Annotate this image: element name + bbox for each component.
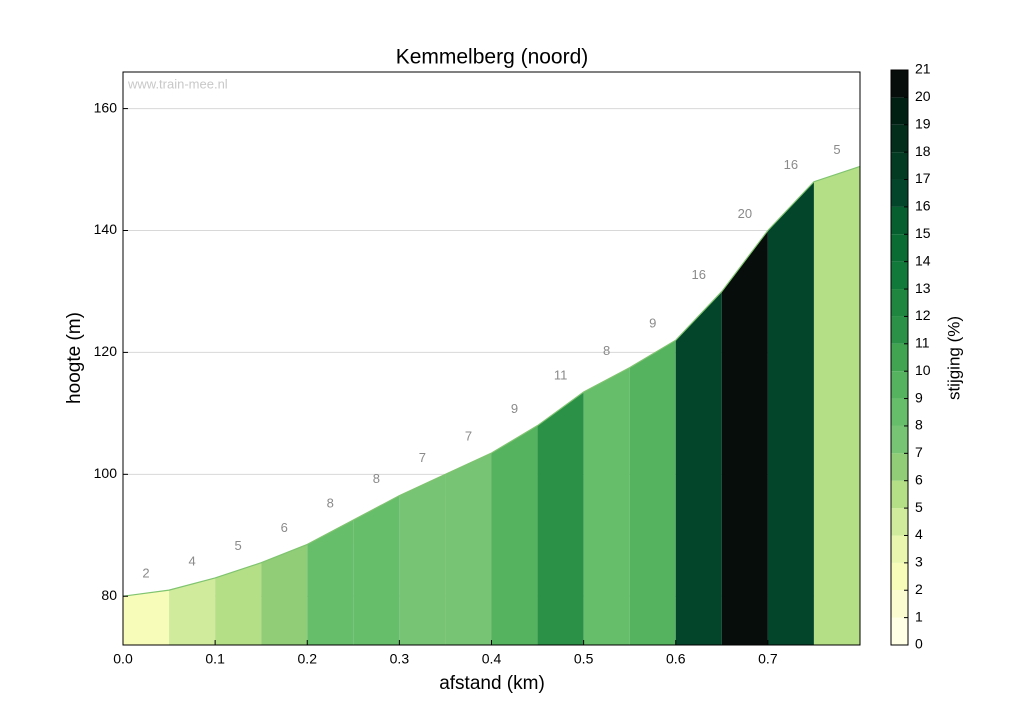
colorbar-band <box>891 453 908 481</box>
x-tick-label: 0.6 <box>666 651 686 667</box>
y-tick-label: 120 <box>94 343 118 359</box>
gradient-label: 20 <box>738 206 752 221</box>
colorbar-band <box>891 398 908 426</box>
x-tick-label: 0.2 <box>298 651 318 667</box>
colorbar-band <box>891 206 908 235</box>
colorbar-tick-label: 10 <box>915 362 931 378</box>
x-tick-label: 0.7 <box>758 651 778 667</box>
gradient-segment <box>215 562 262 645</box>
y-axis-label: hoogte (m) <box>64 312 85 404</box>
colorbar-tick-label: 7 <box>915 444 923 460</box>
colorbar-tick-label: 2 <box>915 581 923 597</box>
colorbar-tick-label: 6 <box>915 471 923 487</box>
gradient-segment <box>123 590 170 645</box>
colorbar-band <box>891 480 908 509</box>
colorbar-tick-label: 8 <box>915 417 923 433</box>
gradient-label: 8 <box>373 471 380 486</box>
y-tick-label: 140 <box>94 221 118 237</box>
gradient-label: 4 <box>188 553 195 568</box>
gradient-segment <box>721 230 768 645</box>
colorbar-band <box>891 261 908 290</box>
colorbar-band <box>891 234 908 262</box>
colorbar-band <box>891 617 908 645</box>
x-tick-label: 0.1 <box>205 651 225 667</box>
colorbar-tick-label: 4 <box>915 526 923 542</box>
y-tick-label: 100 <box>94 465 118 481</box>
gradient-label: 2 <box>142 566 149 581</box>
gradient-segment <box>261 544 308 645</box>
colorbar-band <box>891 124 908 153</box>
colorbar-tick-label: 11 <box>915 335 930 351</box>
gradient-label: 8 <box>603 343 610 358</box>
gradient-segment <box>767 181 814 646</box>
gradient-segment <box>307 520 354 645</box>
colorbar-tick-label: 20 <box>915 88 931 104</box>
gradient-label: 16 <box>784 157 798 172</box>
colorbar-tick-label: 1 <box>915 608 923 624</box>
gradient-label: 11 <box>554 367 568 382</box>
chart-title: Kemmelberg (noord) <box>396 46 589 69</box>
x-tick-label: 0.5 <box>574 651 594 667</box>
colorbar-band <box>891 590 908 618</box>
gradient-segment <box>399 474 446 645</box>
colorbar-tick-label: 3 <box>915 554 923 570</box>
profile-line <box>122 165 861 597</box>
gradient-label: 7 <box>419 450 426 465</box>
y-tick-label: 160 <box>94 99 118 115</box>
gradient-segment <box>675 291 722 645</box>
colorbar-tick-label: 14 <box>915 252 931 268</box>
gradient-label: 7 <box>465 428 472 443</box>
gradient-label: 8 <box>327 495 334 510</box>
gradient-segment <box>353 495 400 645</box>
colorbar-band <box>891 425 908 454</box>
colorbar-band <box>891 152 908 180</box>
x-axis-label: afstand (km) <box>439 673 545 694</box>
y-tick-label: 80 <box>101 587 117 603</box>
colorbar-label: stijging (%) <box>944 316 963 400</box>
colorbar-band <box>891 316 908 344</box>
gradient-segment <box>445 452 492 645</box>
gradient-segment <box>491 425 538 645</box>
gradient-label: 16 <box>692 267 706 282</box>
colorbar-tick-label: 17 <box>915 170 931 186</box>
gradient-label: 5 <box>833 142 840 157</box>
gradient-label: 9 <box>649 316 656 331</box>
x-tick-label: 0.4 <box>482 651 502 667</box>
colorbar-band <box>891 562 908 591</box>
gradient-segment <box>169 577 216 645</box>
colorbar-tick-label: 18 <box>915 143 931 159</box>
gradient-label: 6 <box>281 520 288 535</box>
colorbar-band <box>891 289 908 317</box>
gradient-segment <box>813 166 860 645</box>
colorbar-tick-label: 16 <box>915 198 931 214</box>
colorbar-tick-label: 9 <box>915 389 923 405</box>
colorbar-tick-label: 21 <box>915 61 931 77</box>
gradient-label: 9 <box>511 401 518 416</box>
x-tick-label: 0.0 <box>113 651 133 667</box>
gradient-segment <box>537 392 584 645</box>
colorbar-tick-label: 15 <box>915 225 931 241</box>
gradient-segment <box>583 367 630 645</box>
colorbar-band <box>891 179 908 207</box>
colorbar-band <box>891 535 908 563</box>
colorbar-tick-label: 13 <box>915 280 931 296</box>
colorbar-tick-label: 5 <box>915 499 923 515</box>
colorbar-frame <box>890 69 909 646</box>
watermark: www.train-mee.nl <box>127 76 228 91</box>
colorbar-tick-label: 12 <box>915 307 931 323</box>
colorbar-band <box>891 343 908 372</box>
colorbar-band <box>891 508 908 536</box>
x-tick-label: 0.3 <box>390 651 410 667</box>
gradient-label: 5 <box>235 538 242 553</box>
gradient-segment <box>629 340 676 645</box>
colorbar-tick-label: 0 <box>915 636 923 652</box>
colorbar-tick-label: 19 <box>915 115 931 131</box>
colorbar-band <box>891 70 908 98</box>
colorbar-band <box>891 371 908 399</box>
colorbar-band <box>891 97 908 125</box>
